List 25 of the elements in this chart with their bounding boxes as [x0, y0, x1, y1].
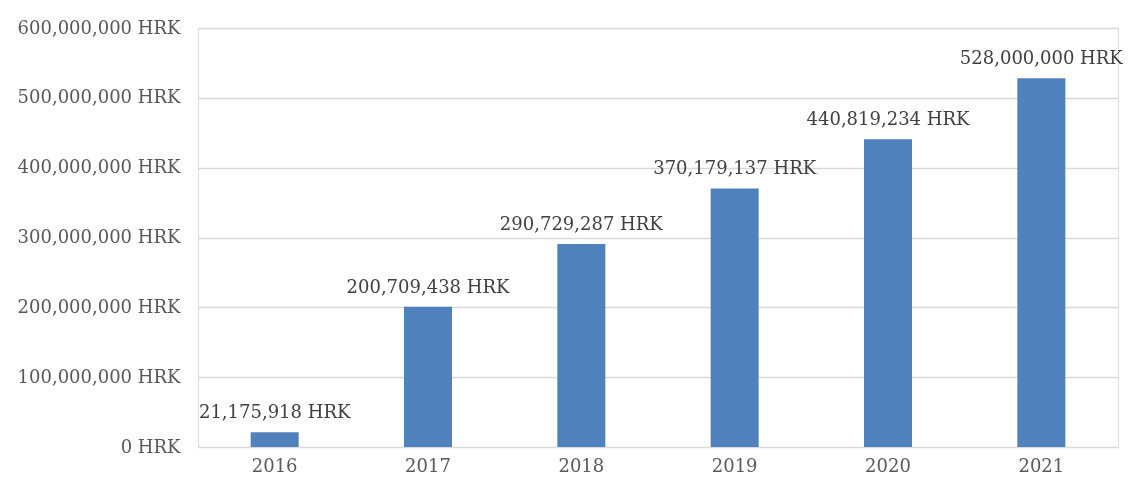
bar: [710, 188, 759, 447]
bar: [250, 432, 299, 447]
data-label: 440,819,234 HRK: [806, 108, 971, 130]
bar: [864, 139, 912, 447]
y-tick-label: 0 HRK: [120, 435, 182, 457]
x-tick-label: 2017: [405, 454, 451, 476]
data-label: 21,175,918 HRK: [198, 401, 351, 423]
y-tick-label: 300,000,000 HRK: [17, 226, 182, 247]
y-tick-label: 100,000,000 HRK: [17, 365, 182, 387]
bar: [557, 243, 606, 447]
data-label: 290,729,287 HRK: [499, 212, 664, 234]
bar: [1017, 78, 1066, 447]
x-tick-label: 2016: [251, 454, 298, 476]
y-tick-label: 200,000,000 HRK: [17, 295, 182, 317]
bar: [404, 306, 452, 447]
x-tick-label: 2021: [1018, 454, 1065, 476]
data-label: 200,709,438 HRK: [346, 275, 511, 297]
y-tick-label: 500,000,000 HRK: [17, 86, 182, 108]
y-tick-label: 400,000,000 HRK: [17, 156, 182, 178]
data-label: 528,000,000 HRK: [959, 47, 1124, 69]
data-label: 370,179,137 HRK: [653, 157, 817, 179]
x-tick-label: 2020: [865, 454, 911, 476]
y-tick-label: 600,000,000 HRK: [17, 16, 182, 38]
x-tick-label: 2018: [558, 454, 605, 476]
x-tick-label: 2019: [711, 454, 758, 476]
